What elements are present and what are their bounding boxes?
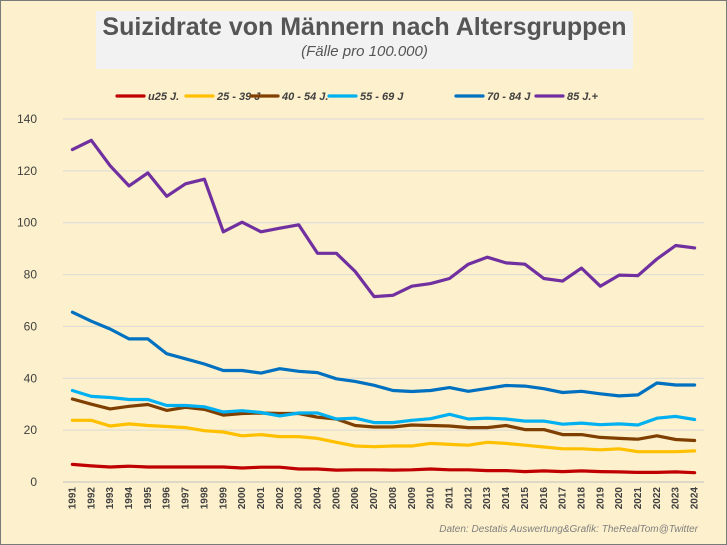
x-tick-label: 2021 [633, 487, 644, 510]
y-axis-ticks: 0 20 40 60 80 100 120 140 [17, 112, 37, 489]
y-tick-label: 0 [30, 475, 37, 489]
series-line-3 [70, 397, 697, 443]
x-tick-label: 2010 [426, 487, 437, 510]
x-tick-label: 1992 [86, 487, 97, 510]
series-lines [70, 138, 697, 475]
series-line-2 [70, 418, 697, 454]
x-tick-label: 2005 [331, 487, 342, 510]
source-note: Daten: Destatis Auswertung&Grafik: TheRe… [439, 524, 698, 535]
legend: u25 J. 25 - 39 J 40 - 54 J. 55 - 69 J 70 - 8… [115, 91, 598, 103]
series-line-4 [70, 388, 697, 427]
x-tick-label: 1997 [181, 487, 192, 510]
x-tick-label: 2018 [576, 487, 587, 510]
x-tick-label: 2015 [520, 487, 531, 510]
x-tick-label: 2002 [275, 487, 286, 510]
x-tick-label: 2007 [369, 487, 380, 510]
series-line-1 [70, 462, 697, 475]
x-tick-label: 1991 [67, 487, 78, 510]
x-tick-label: 2019 [595, 487, 606, 510]
y-tick-label: 100 [17, 216, 37, 230]
legend-label: u25 J. [148, 91, 179, 103]
x-tick-label: 2022 [652, 487, 663, 510]
x-tick-label: 2001 [256, 487, 267, 510]
x-axis-ticks: 1991 1992 1993 1994 1995 1996 1997 1998 1999 2000… [67, 487, 700, 510]
title-box: Suizidrate von Männern nach Altersgruppe… [96, 11, 633, 69]
legend-label: 40 - 54 J. [281, 91, 328, 103]
gridlines [63, 118, 704, 483]
series-line-6 [70, 138, 697, 299]
series-line-5 [70, 310, 697, 398]
y-tick-label: 120 [17, 164, 37, 178]
x-tick-label: 2004 [313, 487, 324, 510]
y-tick-label: 80 [24, 268, 38, 282]
legend-label: 85 J.+ [567, 91, 598, 103]
x-tick-label: 2003 [294, 487, 305, 510]
legend-label: 55 - 69 J [360, 91, 404, 103]
x-tick-label: 2016 [539, 487, 550, 510]
x-tick-label: 2013 [482, 487, 493, 510]
x-tick-label: 2017 [558, 487, 569, 510]
x-tick-label: 1998 [199, 487, 210, 510]
x-tick-label: 2000 [237, 487, 248, 510]
y-tick-label: 140 [17, 112, 37, 126]
x-tick-label: 2008 [388, 487, 399, 510]
chart-title: Suizidrate von Männern nach Altersgruppe… [102, 13, 627, 41]
x-tick-label: 1999 [218, 487, 229, 510]
x-tick-label: 1994 [124, 487, 135, 510]
x-tick-label: 1996 [162, 487, 173, 510]
x-tick-label: 2020 [614, 487, 625, 510]
y-tick-label: 40 [24, 371, 38, 385]
legend-label: 70 - 84 J [487, 91, 531, 103]
x-tick-label: 2014 [501, 487, 512, 510]
y-tick-label: 20 [24, 423, 38, 437]
x-tick-label: 2009 [407, 487, 418, 510]
x-tick-label: 2012 [463, 487, 474, 510]
y-tick-label: 60 [24, 319, 38, 333]
x-tick-label: 2011 [444, 487, 455, 509]
x-tick-label: 2023 [671, 487, 682, 510]
x-tick-label: 2024 [690, 487, 701, 510]
x-tick-label: 1995 [143, 487, 154, 510]
x-tick-label: 2006 [350, 487, 361, 510]
chart-subtitle: (Fälle pro 100.000) [301, 43, 428, 60]
x-tick-label: 1993 [105, 487, 116, 510]
legend-label: 25 - 39 J [216, 91, 261, 103]
